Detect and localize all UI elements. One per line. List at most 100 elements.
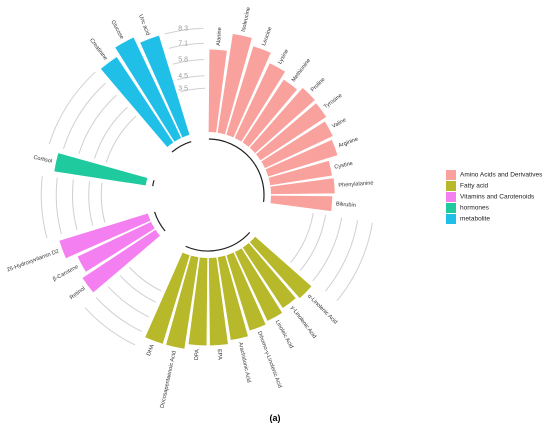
- category-label: Tyrosine: [323, 93, 344, 110]
- grid-arc: [93, 106, 128, 159]
- bar: [268, 160, 332, 186]
- grid-arc: [164, 27, 204, 35]
- category-label: Valine: [331, 117, 347, 130]
- grid-arc: [95, 297, 142, 332]
- bar: [226, 46, 271, 138]
- category-label: Glucose: [109, 19, 124, 40]
- grid-arc: [48, 71, 96, 145]
- legend-swatch: [446, 214, 456, 224]
- legend-label: metabolite: [460, 216, 490, 223]
- legend-label: Fatty acid: [460, 183, 489, 190]
- bar: [77, 221, 155, 272]
- category-label: EPA: [216, 349, 223, 360]
- group-arc: [185, 231, 251, 252]
- bar: [249, 236, 312, 299]
- bar: [234, 248, 283, 321]
- bar: [54, 153, 148, 186]
- r-tick-label: 3.5: [178, 85, 188, 92]
- bar: [261, 121, 333, 169]
- bar: [188, 257, 208, 346]
- grid-arc: [88, 181, 94, 226]
- grid-arc: [55, 177, 62, 235]
- grid-arc: [325, 220, 359, 292]
- bar: [249, 87, 315, 154]
- group-arc: [152, 180, 155, 187]
- bar: [208, 49, 227, 133]
- legend-swatch: [446, 203, 456, 213]
- bar: [217, 33, 252, 135]
- grid-arc: [107, 286, 149, 318]
- bar: [234, 63, 286, 142]
- grid-arc: [177, 75, 205, 81]
- grid-arc: [84, 307, 136, 346]
- r-tick-label: 8.3: [178, 25, 188, 32]
- category-label: 25-Hydroxyvitamin D2: [6, 249, 60, 274]
- r-tick-label: 4.5: [178, 73, 188, 80]
- category-label: DHA: [146, 343, 156, 356]
- category-label: Proline: [310, 77, 327, 94]
- grid-arc: [312, 217, 343, 282]
- grid-arc: [290, 212, 314, 263]
- grid-arc: [105, 115, 137, 163]
- bar: [145, 252, 190, 344]
- category-label: α-Linolenic Acid: [306, 293, 338, 325]
- caption: (a): [270, 413, 281, 423]
- grid-arc: [168, 42, 204, 49]
- category-label: Lysine: [277, 48, 290, 65]
- legend-swatch: [446, 192, 456, 202]
- grid-arc: [72, 179, 78, 231]
- group-arc: [171, 141, 192, 153]
- grid-arc: [299, 214, 327, 271]
- bar: [270, 195, 333, 212]
- bar: [208, 257, 228, 346]
- grid-arc: [78, 94, 117, 154]
- legend-label: Vitamins and Carotenoids: [460, 194, 535, 201]
- category-label: β-Carotene: [52, 264, 80, 283]
- category-label: Arginine: [338, 136, 359, 149]
- grid-arc: [63, 82, 106, 149]
- r-tick-label: 5.8: [178, 57, 188, 64]
- legend-label: hormones: [460, 205, 490, 212]
- bar: [242, 79, 298, 147]
- bar: [82, 229, 160, 293]
- legend-label: Amino Acids and Derivatives: [460, 172, 543, 179]
- group-arc: [208, 138, 265, 202]
- bar: [270, 178, 335, 195]
- category-label: Creatinine: [88, 38, 108, 62]
- category-label: Phenylalanine: [338, 180, 374, 189]
- grid-arc: [336, 222, 373, 301]
- category-label: Alanine: [216, 27, 223, 46]
- legend: Amino Acids and Derivatives Fatty acid Vit…: [446, 170, 543, 224]
- category-label: Docosapentaenoic Acid: [160, 350, 178, 408]
- category-label: γ-Linolenic Acid: [289, 305, 317, 340]
- grid-arc: [128, 266, 162, 292]
- bar: [115, 37, 182, 142]
- category-label: Leucine: [261, 26, 273, 46]
- category-label: Linoleic Acid: [274, 319, 294, 349]
- category-label: Arachidonic Acid: [237, 342, 252, 384]
- category-label: Methionine: [291, 58, 312, 84]
- bar: [166, 255, 199, 349]
- grid-arc: [100, 182, 106, 223]
- grid-arc: [40, 175, 48, 239]
- group-arc: [154, 211, 166, 232]
- category-label: DPA: [194, 349, 201, 361]
- grid-arc: [119, 275, 157, 303]
- grid: [40, 27, 373, 346]
- bar: [265, 139, 338, 177]
- bar: [226, 252, 266, 331]
- grid-arc: [180, 87, 206, 93]
- bar: [59, 213, 151, 259]
- category-label: Cystine: [334, 161, 354, 171]
- bar: [100, 56, 174, 147]
- bar: [217, 255, 248, 340]
- bar: [256, 103, 327, 161]
- legend-swatch: [446, 181, 456, 191]
- category-label: Bilirubin: [336, 201, 356, 208]
- category-label: Uric acid: [137, 14, 150, 36]
- grid-arc: [172, 59, 205, 65]
- category-label: Retinol: [69, 286, 87, 301]
- bar: [242, 243, 296, 309]
- category-label: Dihomo-γ-Linolenic Acid: [256, 331, 283, 389]
